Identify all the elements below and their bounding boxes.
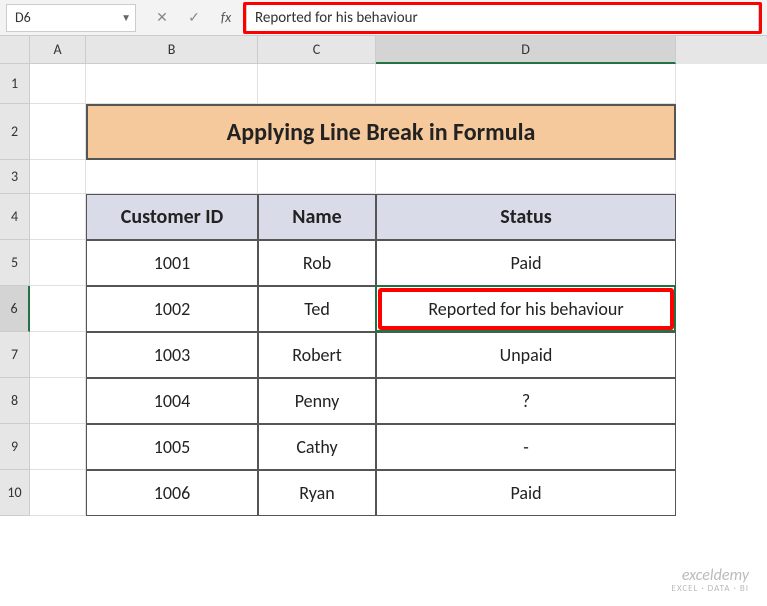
- watermark-tagline: EXCEL · DATA · BI: [672, 584, 749, 594]
- cell[interactable]: [30, 160, 86, 194]
- col-header-a[interactable]: A: [30, 36, 86, 64]
- cell[interactable]: [30, 64, 86, 104]
- cell-status[interactable]: Paid: [376, 470, 676, 516]
- cell-status-active[interactable]: Reported for his behaviour: [376, 286, 676, 332]
- cancel-icon[interactable]: ✕: [146, 4, 178, 32]
- row-header-7[interactable]: 7: [0, 332, 30, 378]
- col-header-c[interactable]: C: [258, 36, 376, 64]
- cell[interactable]: [30, 378, 86, 424]
- formula-text: Reported for his behaviour: [255, 9, 418, 27]
- cell-id[interactable]: 1005: [86, 424, 258, 470]
- title-cell[interactable]: Applying Line Break in Formula: [86, 104, 676, 160]
- row-header-4[interactable]: 4: [0, 194, 30, 240]
- formula-input[interactable]: Reported for his behaviour: [246, 4, 759, 32]
- cell-grid: Applying Line Break in Formula Customer …: [30, 64, 767, 516]
- fx-icon[interactable]: fx: [210, 4, 242, 32]
- cell[interactable]: [30, 240, 86, 286]
- cell-name[interactable]: Rob: [258, 240, 376, 286]
- row-header-10[interactable]: 10: [0, 470, 30, 516]
- watermark: exceldemy EXCEL · DATA · BI: [672, 567, 749, 594]
- header-status[interactable]: Status: [376, 194, 676, 240]
- cell-id[interactable]: 1006: [86, 470, 258, 516]
- cell-name[interactable]: Ted: [258, 286, 376, 332]
- cell[interactable]: [258, 160, 376, 194]
- cell[interactable]: [30, 194, 86, 240]
- select-all-corner[interactable]: [0, 36, 30, 64]
- col-header-b[interactable]: B: [86, 36, 258, 64]
- header-name[interactable]: Name: [258, 194, 376, 240]
- cell-id[interactable]: 1002: [86, 286, 258, 332]
- cell-id[interactable]: 1003: [86, 332, 258, 378]
- row-header-6[interactable]: 6: [0, 286, 30, 332]
- cell[interactable]: [86, 64, 258, 104]
- cell[interactable]: [30, 424, 86, 470]
- cell-status[interactable]: ?: [376, 378, 676, 424]
- cell-status[interactable]: -: [376, 424, 676, 470]
- cell[interactable]: [86, 160, 258, 194]
- name-box-value: D6: [15, 9, 31, 26]
- cell-name[interactable]: Cathy: [258, 424, 376, 470]
- name-box[interactable]: D6 ▼: [6, 4, 136, 32]
- column-headers: A B C D: [30, 36, 767, 64]
- chevron-down-icon[interactable]: ▼: [121, 11, 131, 24]
- cell-id[interactable]: 1001: [86, 240, 258, 286]
- cell[interactable]: [376, 160, 676, 194]
- cell[interactable]: [30, 104, 86, 160]
- cell[interactable]: [376, 64, 676, 104]
- cell-id[interactable]: 1004: [86, 378, 258, 424]
- row-header-column: 1 2 3 4 5 6 7 8 9 10: [0, 36, 30, 606]
- row-header-2[interactable]: 2: [0, 104, 30, 160]
- cell-name[interactable]: Robert: [258, 332, 376, 378]
- cell[interactable]: [30, 470, 86, 516]
- cell[interactable]: [30, 286, 86, 332]
- cell[interactable]: [30, 332, 86, 378]
- cell-name[interactable]: Ryan: [258, 470, 376, 516]
- cell[interactable]: [258, 64, 376, 104]
- row-header-8[interactable]: 8: [0, 378, 30, 424]
- grid-area: A B C D Applying Line Break in Formula: [30, 36, 767, 606]
- cell-name[interactable]: Penny: [258, 378, 376, 424]
- enter-icon[interactable]: ✓: [178, 4, 210, 32]
- row-header-9[interactable]: 9: [0, 424, 30, 470]
- spreadsheet: 1 2 3 4 5 6 7 8 9 10 A B C D: [0, 36, 767, 606]
- watermark-brand: exceldemy: [672, 567, 749, 585]
- header-id[interactable]: Customer ID: [86, 194, 258, 240]
- col-header-d[interactable]: D: [376, 36, 676, 64]
- row-header-1[interactable]: 1: [0, 64, 30, 104]
- row-header-3[interactable]: 3: [0, 160, 30, 194]
- cell-status[interactable]: Paid: [376, 240, 676, 286]
- row-header-5[interactable]: 5: [0, 240, 30, 286]
- formula-bar: D6 ▼ ✕ ✓ fx Reported for his behaviour: [0, 0, 767, 36]
- cell-status[interactable]: Unpaid: [376, 332, 676, 378]
